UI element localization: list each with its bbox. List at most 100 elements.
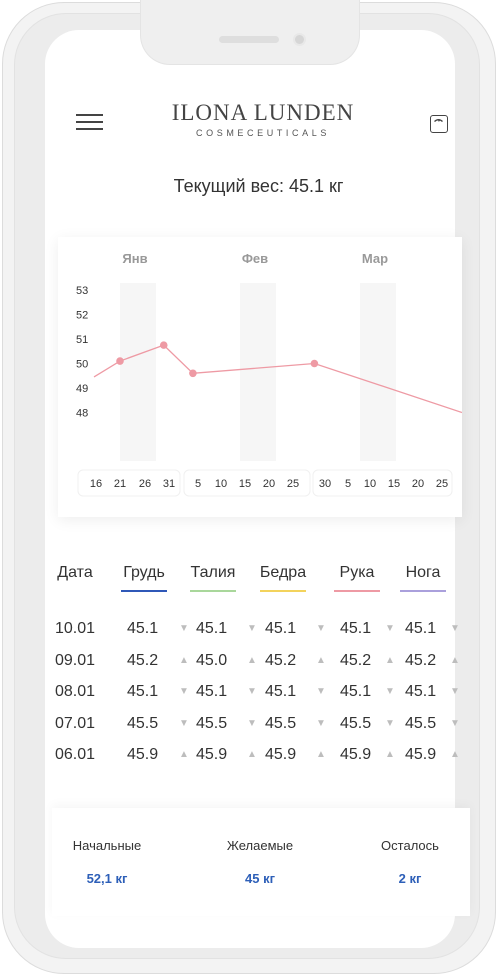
column-header[interactable]: Нога (405, 564, 441, 581)
summary-value: 45 кг (245, 871, 275, 886)
row-value: 45.1 (127, 683, 159, 700)
column-underline (121, 590, 167, 592)
column-header[interactable]: Бедра (259, 564, 307, 581)
triangle-up-icon: ▲ (316, 749, 326, 760)
triangle-down-icon: ▼ (179, 686, 189, 697)
triangle-down-icon: ▼ (385, 686, 395, 697)
row-value: 45.5 (405, 715, 437, 732)
row-value: 45.5 (127, 715, 159, 732)
summary-value: 2 кг (398, 871, 422, 886)
column-header[interactable]: Рука (339, 564, 375, 581)
scale-icon[interactable] (430, 115, 448, 133)
triangle-up-icon: ▲ (179, 749, 189, 760)
x-tick-label: 10 (215, 478, 227, 490)
y-tick-label: 52 (76, 310, 88, 322)
x-tick-label: 16 (90, 478, 102, 490)
data-point (189, 369, 197, 378)
triangle-up-icon: ▲ (316, 655, 326, 666)
y-tick-label: 50 (76, 359, 88, 371)
row-value: 45.9 (405, 746, 437, 763)
summary-label: Желаемые (226, 838, 294, 853)
row-date: 07.01 (55, 715, 96, 732)
summary-label: Осталось (381, 838, 439, 853)
weight-chart: Янв Фев Мар 53 52 51 50 49 48 16 21 26 31 5 10 15 20 25 30… (58, 237, 462, 517)
row-value: 45.2 (265, 652, 297, 669)
data-point (310, 359, 319, 368)
x-tick-label: 15 (239, 478, 251, 490)
row-value: 45.1 (405, 683, 437, 700)
summary-value: 52,1 кг (86, 871, 128, 886)
column-underline (400, 590, 446, 592)
row-value: 45.1 (265, 620, 297, 637)
x-tick-label: 25 (436, 478, 448, 490)
row-value: 45.5 (196, 715, 228, 732)
month-column (360, 283, 396, 461)
triangle-down-icon: ▼ (247, 718, 257, 729)
row-value: 45.5 (340, 715, 372, 732)
x-tick-label: 5 (195, 478, 201, 490)
triangle-down-icon: ▼ (316, 718, 326, 729)
row-date: 09.01 (55, 652, 96, 669)
triangle-down-icon: ▼ (450, 623, 460, 634)
row-date: 10.01 (55, 620, 96, 637)
x-axis-pill (312, 469, 453, 497)
month-column (120, 283, 156, 461)
month-label: Янв (122, 251, 147, 266)
x-tick-label: 30 (319, 478, 331, 490)
row-value: 45.2 (127, 652, 159, 669)
x-tick-label: 10 (364, 478, 376, 490)
triangle-down-icon: ▼ (179, 718, 189, 729)
row-value: 45.1 (196, 683, 228, 700)
data-point (116, 357, 124, 365)
column-header[interactable]: Дата (57, 564, 93, 581)
hamburger-menu-icon[interactable] (76, 112, 103, 132)
triangle-down-icon: ▼ (385, 718, 395, 729)
summary-label: Начальные (72, 838, 142, 853)
column-header[interactable]: Грудь (123, 564, 165, 581)
triangle-down-icon: ▼ (316, 623, 326, 634)
triangle-up-icon: ▲ (450, 749, 460, 760)
triangle-down-icon: ▼ (179, 623, 189, 634)
data-point (159, 341, 168, 349)
y-tick-label: 53 (76, 285, 88, 297)
summary-panel (52, 808, 470, 916)
x-axis-pill (183, 469, 311, 497)
notch (140, 0, 360, 65)
x-axis-pill (77, 469, 181, 497)
row-value: 45.9 (340, 746, 372, 763)
x-tick-label: 25 (287, 478, 299, 490)
row-value: 45.5 (265, 715, 297, 732)
weight-line (93, 344, 462, 414)
brand-name: ILONA LUNDEN (171, 100, 355, 125)
row-value: 45.2 (340, 652, 372, 669)
column-underline (260, 590, 306, 592)
triangle-up-icon: ▲ (385, 655, 395, 666)
column-underline (190, 590, 236, 592)
row-value: 45.1 (127, 620, 159, 637)
x-tick-label: 31 (163, 478, 175, 490)
x-tick-label: 20 (412, 478, 424, 490)
current-weight: Текущий вес: 45.1 кг (173, 176, 344, 196)
y-tick-label: 51 (76, 334, 88, 346)
speaker (219, 36, 279, 43)
x-tick-label: 5 (345, 478, 351, 490)
triangle-down-icon: ▼ (450, 686, 460, 697)
brand-subtitle: COSMECEUTICALS (196, 128, 330, 138)
row-value: 45.9 (265, 746, 297, 763)
month-label: Фев (242, 251, 268, 266)
row-date: 08.01 (55, 683, 96, 700)
column-header[interactable]: Талия (190, 564, 236, 581)
month-label: Мар (362, 251, 388, 266)
camera (293, 33, 306, 46)
triangle-up-icon: ▲ (247, 749, 257, 760)
row-value: 45.1 (340, 683, 372, 700)
y-tick-label: 48 (76, 408, 88, 420)
y-tick-label: 49 (76, 383, 88, 395)
row-value: 45.0 (196, 652, 228, 669)
triangle-down-icon: ▼ (247, 686, 257, 697)
column-underline (334, 590, 380, 592)
x-tick-label: 21 (114, 478, 126, 490)
row-value: 45.2 (405, 652, 437, 669)
row-value: 45.1 (196, 620, 228, 637)
triangle-up-icon: ▲ (385, 749, 395, 760)
